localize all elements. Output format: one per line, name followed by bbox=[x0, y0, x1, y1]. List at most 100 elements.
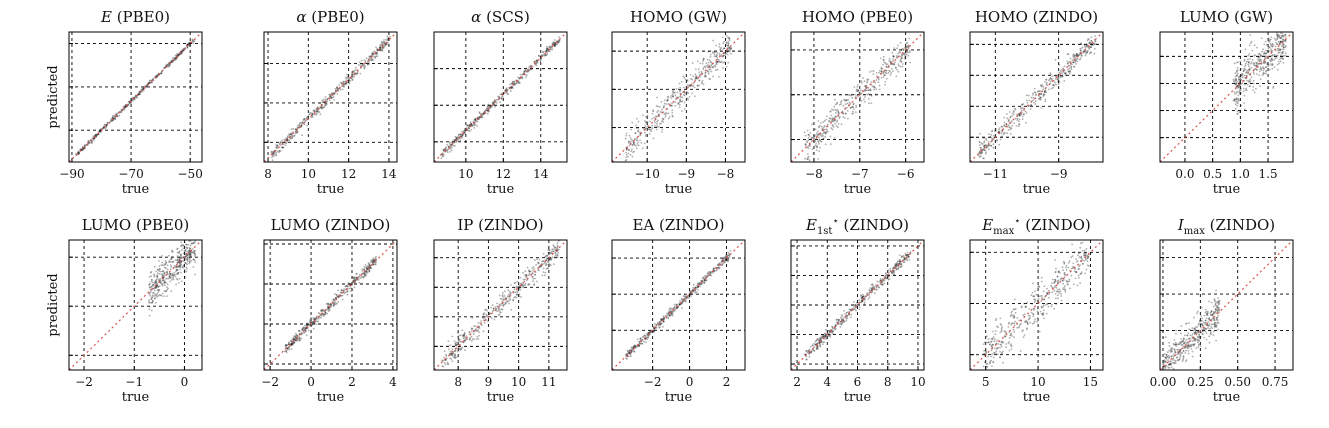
data-point bbox=[825, 118, 827, 121]
data-point bbox=[120, 109, 123, 111]
data-point bbox=[114, 117, 117, 120]
data-point bbox=[630, 346, 633, 349]
x-tick-label: −1 bbox=[125, 375, 143, 389]
data-point bbox=[818, 136, 820, 139]
data-point bbox=[479, 116, 481, 119]
data-point bbox=[155, 74, 158, 77]
data-point bbox=[191, 40, 194, 43]
data-point bbox=[189, 255, 192, 258]
data-point bbox=[900, 49, 903, 52]
data-point bbox=[809, 132, 812, 134]
data-point bbox=[833, 105, 836, 108]
data-point bbox=[111, 116, 114, 119]
data-point bbox=[333, 92, 336, 95]
data-point bbox=[336, 93, 339, 95]
data-point bbox=[500, 97, 503, 100]
data-point bbox=[175, 265, 178, 268]
data-point bbox=[543, 53, 545, 56]
x-tick-label: −10 bbox=[635, 167, 660, 181]
data-point bbox=[722, 257, 724, 259]
data-point bbox=[877, 81, 880, 84]
data-point bbox=[476, 117, 479, 119]
data-point bbox=[475, 338, 478, 340]
data-point bbox=[1240, 78, 1243, 81]
data-point bbox=[900, 55, 902, 58]
data-point bbox=[163, 67, 166, 69]
data-point bbox=[1243, 58, 1246, 61]
data-point bbox=[160, 72, 162, 74]
data-point bbox=[651, 127, 654, 130]
data-point bbox=[303, 118, 305, 120]
data-point bbox=[870, 94, 873, 97]
data-point bbox=[817, 130, 819, 133]
data-point bbox=[483, 321, 486, 324]
data-point bbox=[522, 271, 524, 274]
data-point bbox=[822, 138, 825, 141]
x-tick-label: 0.0 bbox=[1175, 167, 1194, 181]
data-point bbox=[1273, 66, 1276, 69]
data-point bbox=[447, 363, 449, 366]
data-point bbox=[175, 277, 178, 280]
data-point bbox=[361, 63, 364, 66]
data-point bbox=[348, 287, 351, 290]
data-point bbox=[897, 63, 900, 66]
data-point bbox=[548, 249, 551, 251]
data-point bbox=[1083, 45, 1086, 48]
data-point bbox=[504, 301, 507, 304]
data-point bbox=[1007, 124, 1010, 126]
data-point bbox=[136, 96, 139, 99]
data-point bbox=[509, 293, 512, 295]
data-point bbox=[836, 108, 839, 111]
data-point bbox=[180, 264, 183, 266]
data-point bbox=[475, 120, 478, 123]
data-point bbox=[177, 54, 179, 56]
data-point bbox=[1064, 74, 1067, 77]
data-point bbox=[553, 45, 556, 47]
data-point bbox=[317, 111, 320, 113]
data-point bbox=[280, 141, 282, 144]
data-point bbox=[476, 120, 479, 123]
data-point bbox=[192, 40, 195, 42]
data-point bbox=[822, 126, 825, 128]
data-point bbox=[541, 274, 544, 277]
data-point bbox=[863, 80, 866, 82]
data-point bbox=[840, 123, 843, 126]
data-point bbox=[1025, 121, 1027, 124]
data-point bbox=[1260, 69, 1263, 71]
data-point bbox=[1281, 32, 1284, 35]
data-point bbox=[657, 113, 660, 115]
data-point bbox=[697, 60, 699, 63]
data-point bbox=[346, 81, 349, 84]
data-point bbox=[450, 145, 452, 148]
data-point bbox=[334, 87, 337, 90]
data-point bbox=[653, 322, 656, 325]
data-point bbox=[190, 259, 193, 262]
data-point bbox=[307, 329, 310, 332]
data-point bbox=[685, 91, 688, 94]
data-point bbox=[1011, 112, 1014, 115]
data-point bbox=[90, 141, 93, 144]
data-point bbox=[457, 346, 460, 348]
data-point bbox=[807, 133, 810, 136]
data-point bbox=[683, 101, 686, 104]
data-point bbox=[166, 270, 168, 273]
data-point bbox=[158, 273, 161, 275]
data-point bbox=[468, 127, 470, 130]
data-point bbox=[135, 95, 138, 98]
data-point bbox=[375, 53, 378, 56]
data-point bbox=[718, 61, 721, 64]
data-point bbox=[856, 90, 859, 93]
data-point bbox=[309, 111, 312, 114]
data-point bbox=[490, 306, 492, 309]
data-point bbox=[511, 87, 514, 89]
data-point bbox=[1016, 119, 1019, 121]
data-point bbox=[553, 248, 555, 251]
data-point bbox=[166, 264, 169, 267]
data-point bbox=[459, 133, 462, 136]
data-point bbox=[698, 71, 700, 74]
data-point bbox=[150, 280, 153, 283]
data-point bbox=[345, 81, 348, 84]
data-point bbox=[368, 62, 371, 65]
data-point bbox=[110, 120, 113, 123]
